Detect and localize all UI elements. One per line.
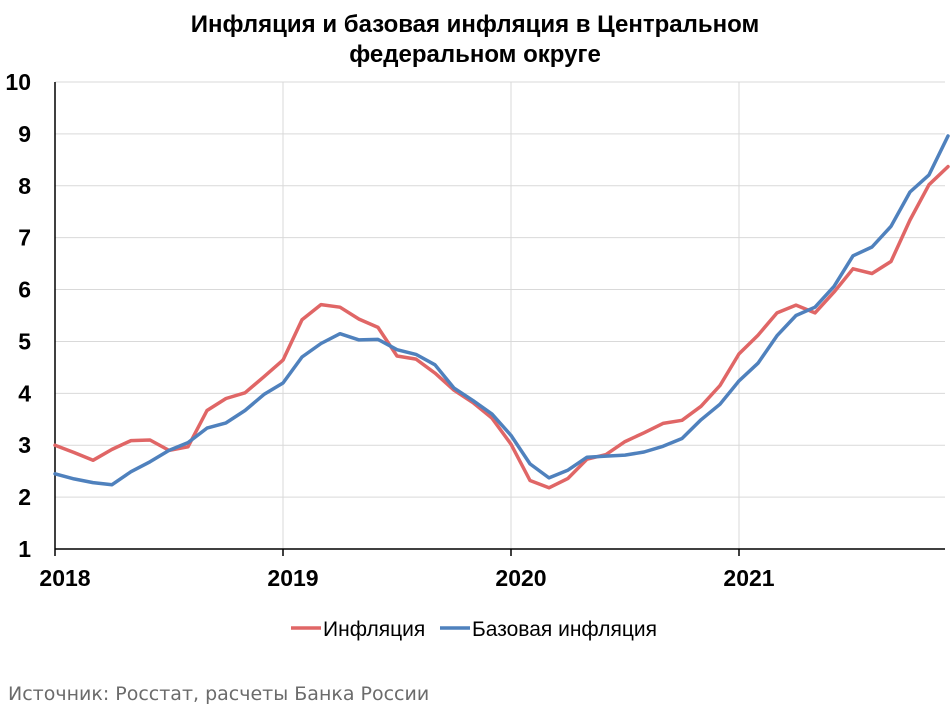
x-tick-label: 2020	[495, 565, 546, 591]
legend-label: Базовая инфляция	[472, 618, 657, 641]
legend-label: Инфляция	[323, 618, 425, 641]
y-tick-label: 7	[18, 225, 31, 251]
y-tick-label: 6	[18, 277, 31, 303]
y-tick-label: 5	[18, 328, 31, 354]
axes	[54, 82, 945, 556]
y-tick-label: 10	[5, 69, 31, 95]
grid-lines	[55, 81, 945, 549]
legend: Инфляция Базовая инфляция	[291, 618, 657, 641]
chart-title-line-1: Инфляция и базовая инфляция в Центрально…	[190, 11, 760, 38]
series-line-core-inflation	[53, 134, 950, 487]
chart-title-line-2: федеральном округе	[349, 41, 601, 68]
series-lines	[53, 134, 950, 490]
x-tick-label: 2019	[267, 565, 318, 591]
y-tick-label: 4	[18, 380, 31, 406]
y-tick-label: 8	[18, 173, 31, 199]
chart-title: Инфляция и базовая инфляция в Центрально…	[0, 10, 950, 70]
y-tick-label: 9	[18, 121, 31, 147]
y-tick-label: 1	[18, 536, 31, 562]
series-line-inflation	[53, 164, 950, 490]
source-note: Источник: Росстат, расчеты Банка России	[8, 683, 430, 705]
x-tick-labels: 2018 2019 2020 2021	[39, 565, 774, 591]
y-tick-labels: 1 2 3 4 5 6 7 8 9 10	[5, 69, 31, 562]
x-tick-label: 2021	[723, 565, 774, 591]
x-tick-label: 2018	[39, 565, 90, 591]
y-tick-label: 3	[18, 432, 31, 458]
y-tick-label: 2	[18, 484, 31, 510]
